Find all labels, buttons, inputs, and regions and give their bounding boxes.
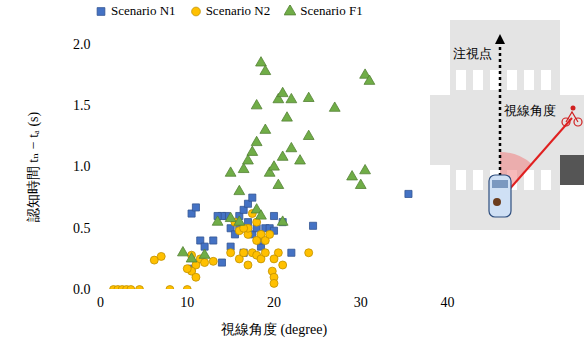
svg-text:視線角度 (degree): 視線角度 (degree) [221, 322, 327, 338]
svg-text:認知時間 tₙ − tₐ (s): 認知時間 tₙ − tₐ (s) [26, 112, 42, 223]
html-text:Scenario N2: Scenario N2 [205, 3, 271, 18]
svg-text:0.0: 0.0 [73, 282, 91, 297]
svg-text:10: 10 [180, 295, 194, 310]
html-text:Scenario N1: Scenario N1 [111, 3, 176, 18]
svg-text:注視点: 注視点 [453, 46, 492, 61]
svg-text:30: 30 [354, 295, 368, 310]
svg-text:1.0: 1.0 [73, 159, 91, 174]
svg-text:視線角度: 視線角度 [504, 103, 556, 118]
svg-text:40: 40 [441, 295, 455, 310]
svg-text:20: 20 [267, 295, 281, 310]
html-text:Scenario F1: Scenario F1 [300, 3, 363, 18]
svg-text:0: 0 [97, 295, 104, 310]
svg-text:2.0: 2.0 [73, 37, 91, 52]
svg-text:0.5: 0.5 [73, 221, 91, 236]
svg-text:1.5: 1.5 [73, 98, 91, 113]
